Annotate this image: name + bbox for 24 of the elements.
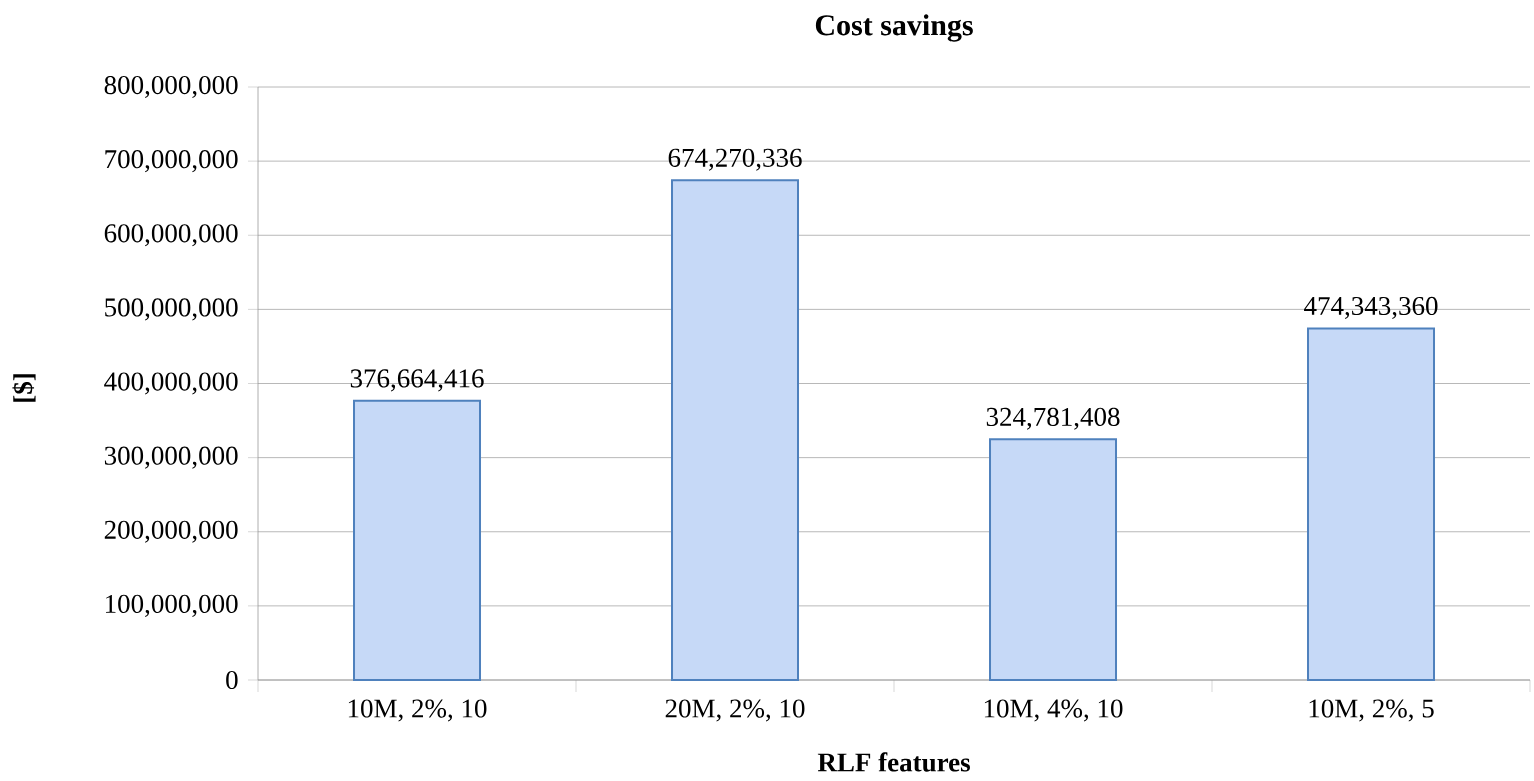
y-tick-label: 700,000,000 — [105, 150, 238, 173]
y-tick-label: 800,000,000 — [104, 76, 238, 99]
x-tick-label: 10M, 2%, 5 — [1309, 699, 1434, 722]
bar — [671, 179, 800, 682]
y-tick-label: 500,000,000 — [105, 298, 238, 321]
x-tick-label: 10M, 2%, 10 — [348, 699, 487, 722]
data-label: 324,781,408 — [986, 407, 1120, 431]
bar — [1307, 327, 1436, 682]
y-tick-label: 200,000,000 — [104, 520, 238, 543]
data-label: 674,270,336 — [668, 148, 802, 171]
y-tick-label: 400,000,000 — [104, 372, 238, 395]
chart-title: Cost savings — [815, 14, 973, 42]
y-tick-label: 300,000,000 — [104, 446, 238, 469]
data-label: 376,664,416 — [350, 369, 484, 392]
y-tick-label: 100,000,000 — [105, 594, 238, 618]
x-tick-label: 10M, 4%, 10 — [984, 699, 1123, 722]
y-tick-label: 600,000,000 — [104, 224, 238, 247]
bar — [989, 438, 1118, 682]
y-axis-title: [$] — [12, 374, 36, 402]
bar — [353, 399, 482, 682]
y-tick-label: 0 — [226, 671, 238, 690]
x-axis-title: RLF features — [817, 752, 970, 772]
x-tick-label: 20M, 2%, 10 — [665, 699, 805, 722]
data-label: 474,343,360 — [1304, 297, 1438, 320]
